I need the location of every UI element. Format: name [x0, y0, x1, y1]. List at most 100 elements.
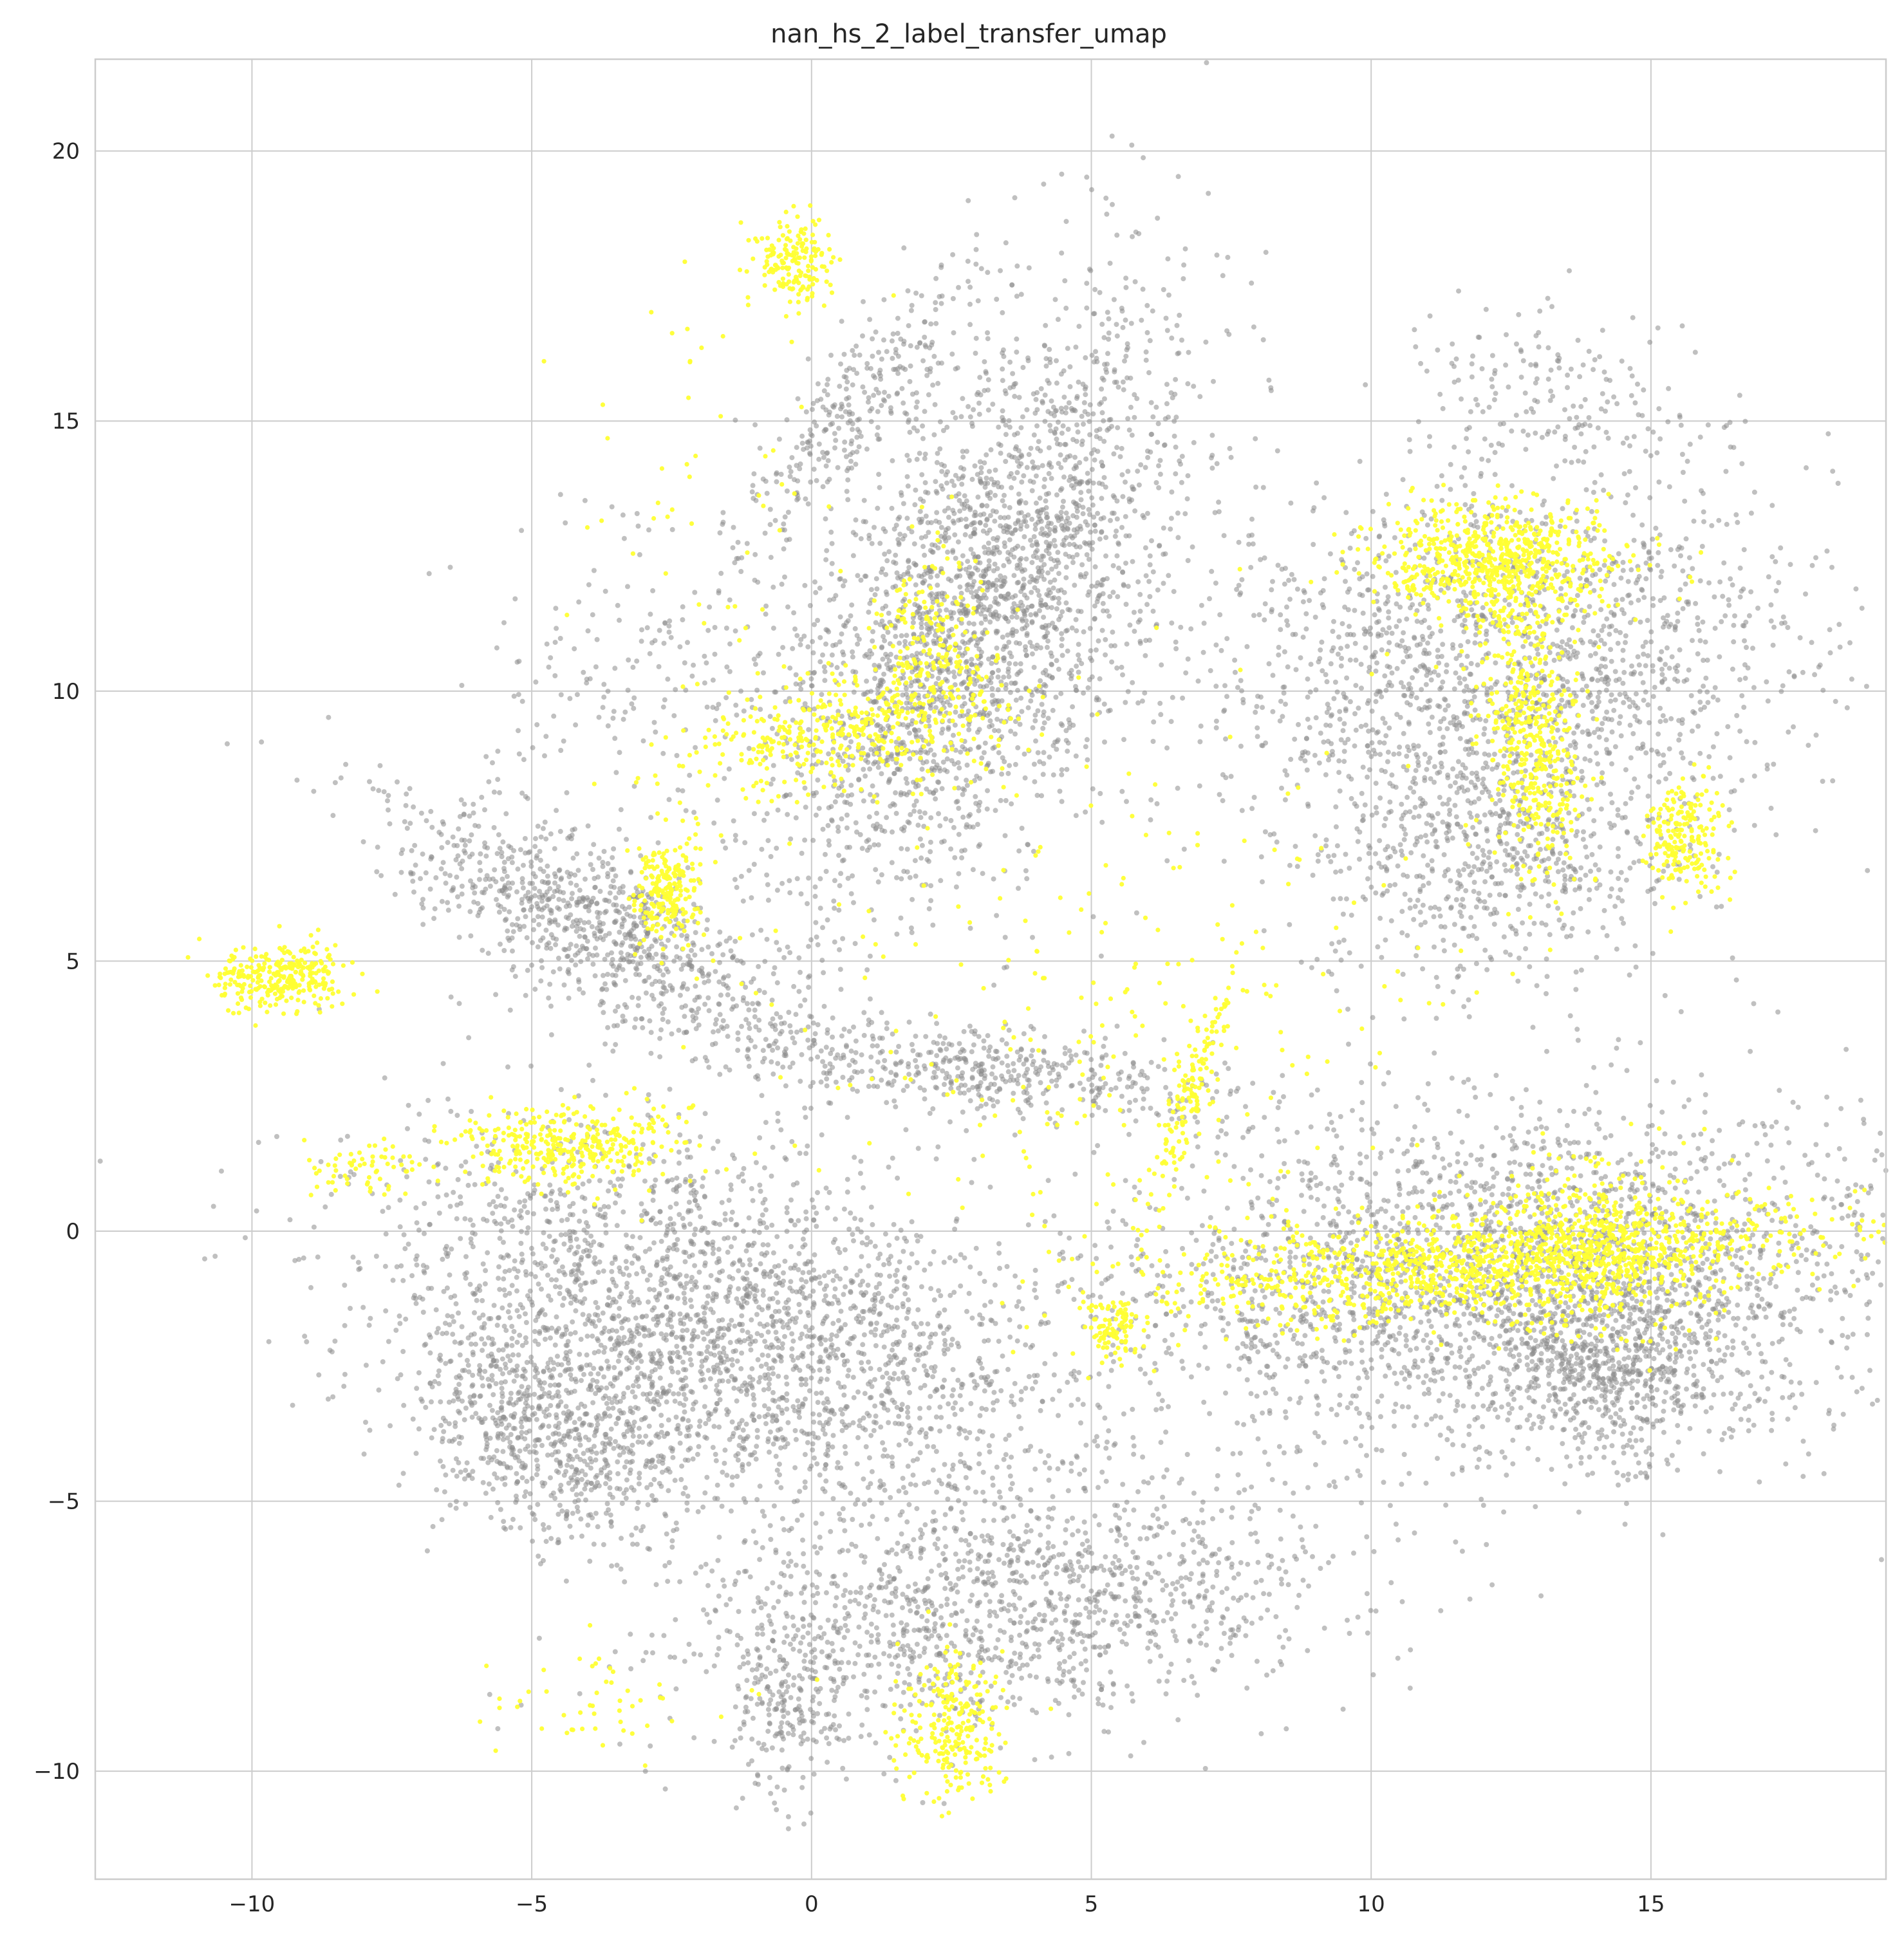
background-point	[1088, 529, 1094, 535]
background-point	[1007, 763, 1013, 768]
background-point	[1631, 860, 1637, 866]
background-point	[1751, 489, 1757, 495]
background-point	[1307, 725, 1312, 730]
background-point	[1847, 640, 1853, 645]
background-point	[1029, 603, 1035, 609]
background-point	[1336, 770, 1342, 775]
background-point	[1051, 595, 1057, 600]
background-point	[910, 615, 916, 620]
background-point	[1122, 358, 1127, 364]
background-point	[1162, 416, 1168, 422]
background-point	[1041, 720, 1047, 726]
background-point	[1440, 819, 1446, 825]
background-point	[785, 604, 790, 610]
background-point	[783, 699, 789, 705]
background-point	[1693, 600, 1699, 606]
background-point	[998, 797, 1003, 803]
background-point	[1741, 705, 1747, 710]
background-point	[1423, 682, 1429, 687]
background-point	[868, 587, 874, 593]
background-point	[976, 646, 982, 652]
background-point	[1405, 933, 1410, 938]
background-point	[884, 815, 890, 821]
background-point	[1695, 615, 1701, 620]
background-point	[928, 574, 933, 580]
background-point	[1043, 667, 1049, 673]
background-point	[1486, 789, 1491, 795]
background-point	[1484, 686, 1490, 692]
background-point	[1392, 882, 1398, 887]
background-point	[1070, 560, 1076, 565]
background-point	[1112, 534, 1118, 539]
background-point	[767, 522, 773, 528]
background-point	[1408, 785, 1413, 791]
background-point	[1013, 528, 1018, 534]
background-point	[1046, 380, 1052, 386]
background-point	[1567, 1013, 1573, 1019]
background-point	[1641, 544, 1647, 550]
background-point	[1624, 829, 1630, 835]
background-point	[805, 901, 810, 907]
background-point	[1546, 856, 1551, 862]
background-point	[1424, 705, 1430, 711]
background-point	[1040, 624, 1046, 630]
background-point	[842, 799, 848, 805]
background-point	[1067, 671, 1072, 676]
background-point	[1377, 534, 1383, 539]
background-point	[875, 842, 881, 848]
background-point	[1287, 862, 1293, 868]
background-point	[1385, 759, 1390, 765]
background-point	[1063, 305, 1069, 311]
background-point	[1695, 651, 1701, 656]
background-point	[1791, 724, 1796, 730]
background-point	[1354, 803, 1359, 809]
background-point	[1601, 562, 1607, 568]
background-point	[937, 519, 942, 525]
background-point	[759, 846, 765, 852]
background-point	[1232, 657, 1238, 663]
background-point	[1040, 713, 1046, 719]
background-point	[1643, 449, 1648, 454]
background-point	[1697, 750, 1703, 756]
background-point	[1056, 571, 1061, 577]
background-point	[1608, 698, 1614, 704]
background-point	[1676, 877, 1682, 882]
background-point	[1099, 481, 1105, 487]
background-point	[1067, 725, 1072, 730]
background-point	[1457, 613, 1463, 618]
background-point	[1459, 622, 1465, 628]
background-point	[1583, 873, 1589, 878]
background-point	[1305, 716, 1311, 722]
background-point	[823, 851, 828, 857]
background-point	[965, 559, 971, 564]
background-point	[1058, 452, 1063, 458]
background-point	[1282, 768, 1288, 774]
background-point	[1137, 591, 1143, 597]
background-point	[1103, 195, 1109, 201]
background-point	[884, 591, 890, 597]
background-point	[1463, 888, 1469, 893]
background-point	[924, 676, 929, 682]
background-point	[844, 812, 850, 818]
background-point	[1690, 775, 1695, 781]
background-point	[1092, 528, 1098, 534]
background-point	[908, 812, 913, 817]
background-point	[1090, 914, 1096, 920]
background-point	[1110, 629, 1115, 635]
background-point	[1424, 766, 1430, 772]
background-point	[1487, 850, 1493, 855]
background-point	[1585, 728, 1591, 734]
background-point	[950, 410, 956, 416]
background-point	[1414, 835, 1420, 841]
background-point	[1405, 654, 1410, 660]
background-point	[1638, 619, 1643, 625]
background-point	[1607, 631, 1612, 637]
background-point	[1043, 498, 1049, 504]
background-point	[1270, 579, 1275, 584]
background-point	[1161, 525, 1166, 531]
background-point	[984, 452, 989, 458]
background-point	[1255, 734, 1260, 739]
background-point	[1476, 796, 1482, 802]
background-point	[1049, 464, 1054, 470]
background-point	[779, 880, 785, 886]
